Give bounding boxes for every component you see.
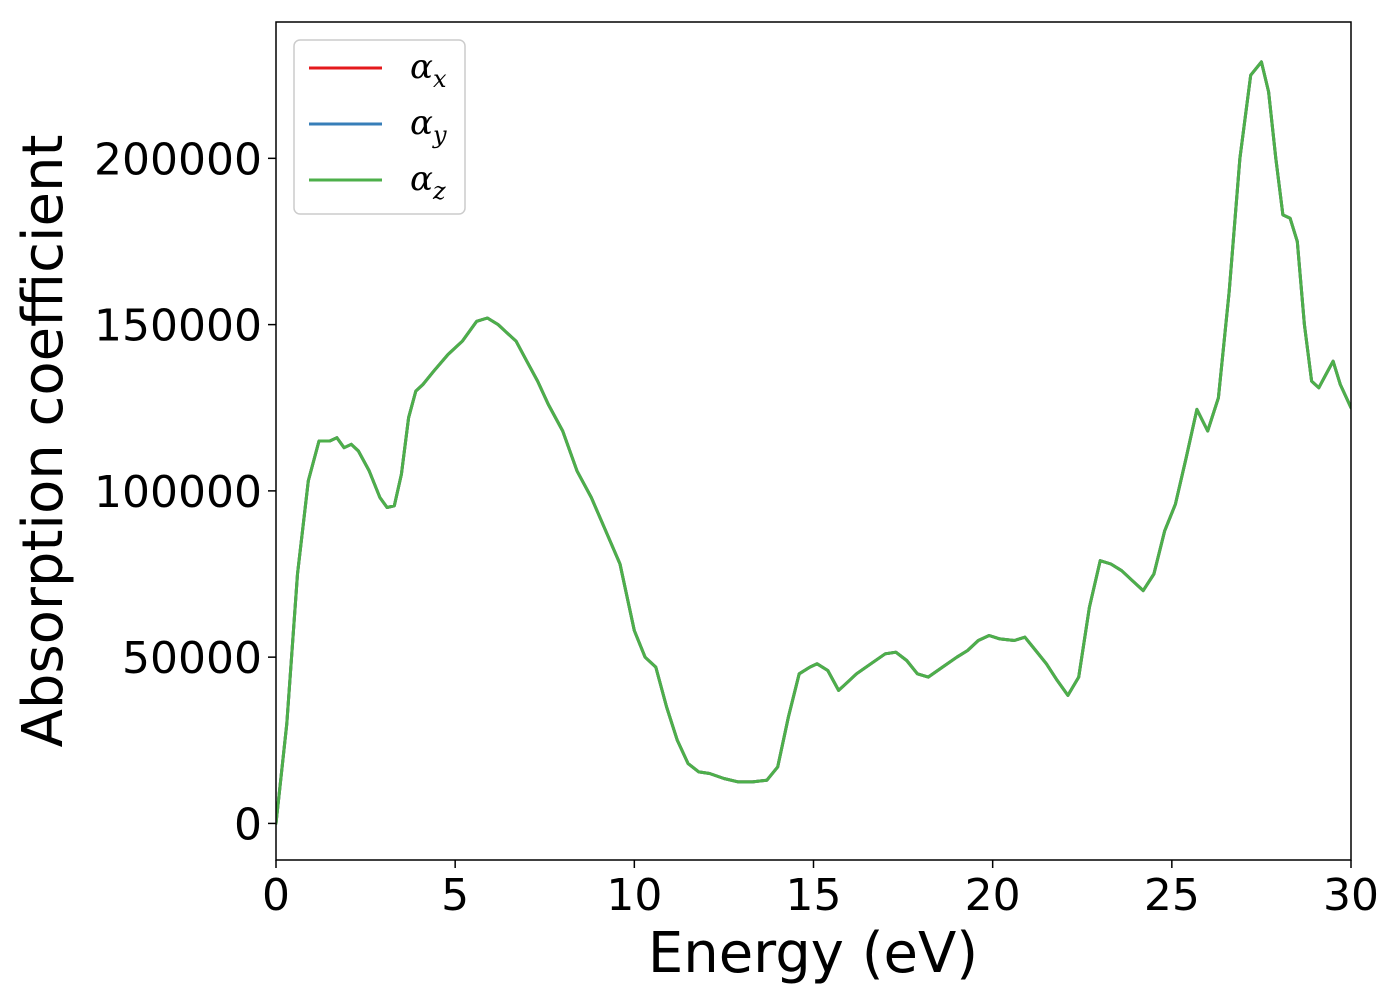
y-axis-ticks: 0 50000 100000 150000 200000: [94, 134, 276, 850]
legend: αx αy αz: [293, 39, 466, 215]
y-tick-label: 200000: [94, 134, 262, 185]
x-tick-label: 30: [1323, 870, 1379, 921]
legend-item-y: αy: [309, 103, 447, 149]
legend-item-x: αx: [309, 47, 447, 93]
x-tick-label: 10: [606, 870, 662, 921]
x-axis-label: Energy (eV): [648, 921, 978, 986]
legend-box: [293, 39, 466, 215]
x-tick-label: 5: [441, 870, 469, 921]
x-tick-label: 15: [786, 870, 842, 921]
x-tick-label: 20: [965, 870, 1021, 921]
x-axis-ticks: 0 5 10 15 20 25 30: [262, 860, 1379, 921]
y-axis-label: Absorption coefficient: [11, 135, 76, 748]
legend-label: αz: [410, 159, 446, 205]
series-line-z: [276, 60, 1351, 825]
x-tick-label: 25: [1144, 870, 1200, 921]
legend-label: αy: [410, 103, 447, 149]
x-tick-label: 0: [262, 870, 290, 921]
y-tick-label: 50000: [122, 633, 262, 684]
y-tick-label: 100000: [94, 467, 262, 518]
legend-item-z: αz: [309, 159, 446, 205]
series-layer: [276, 60, 1351, 825]
y-tick-label: 150000: [94, 301, 262, 352]
legend-label: αx: [410, 47, 447, 93]
y-tick-label: 0: [234, 799, 262, 850]
